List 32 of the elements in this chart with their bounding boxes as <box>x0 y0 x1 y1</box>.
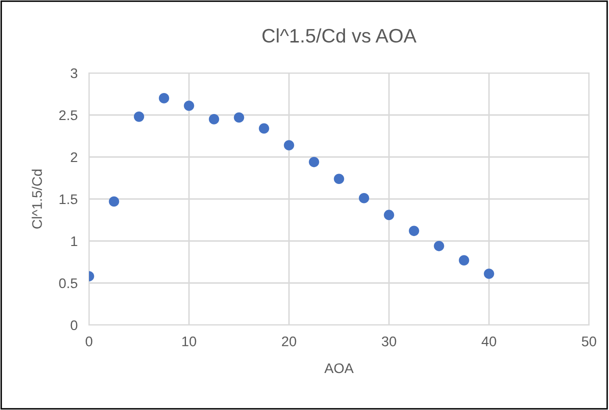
y-tick-label: 3 <box>70 68 78 78</box>
point <box>358 193 370 204</box>
point <box>284 140 294 150</box>
point <box>108 196 120 207</box>
y-tick-label: 2.5 <box>59 110 78 120</box>
point <box>258 123 270 134</box>
x-tick-label: 20 <box>282 336 296 346</box>
y-tick-label: 1 <box>71 236 78 246</box>
point <box>234 112 244 123</box>
point <box>434 240 444 252</box>
point <box>134 112 144 122</box>
point <box>484 268 494 279</box>
point <box>384 210 394 220</box>
x-tick-label: 40 <box>482 336 496 346</box>
y-tick-label: 1.5 <box>60 194 78 204</box>
point <box>158 93 170 104</box>
x-axis-title: AOA <box>324 363 354 374</box>
point <box>408 226 420 236</box>
x-tick-label: 0 <box>86 336 92 346</box>
y-tick-label: 2 <box>70 152 78 162</box>
point <box>334 174 344 184</box>
y-tick-label: 0.5 <box>59 278 78 288</box>
x-tick-label: 50 <box>582 336 596 346</box>
point <box>208 114 220 124</box>
y-axis-title: Cl^1.5/Cd <box>32 170 42 229</box>
chart-title: Cl^1.5/Cd vs AOA <box>262 28 416 43</box>
point <box>458 255 470 266</box>
x-tick-label: 10 <box>182 336 196 346</box>
y-tick-label: 0 <box>70 320 78 330</box>
point <box>308 156 320 168</box>
point <box>184 100 194 111</box>
x-tick-label: 30 <box>382 336 396 346</box>
